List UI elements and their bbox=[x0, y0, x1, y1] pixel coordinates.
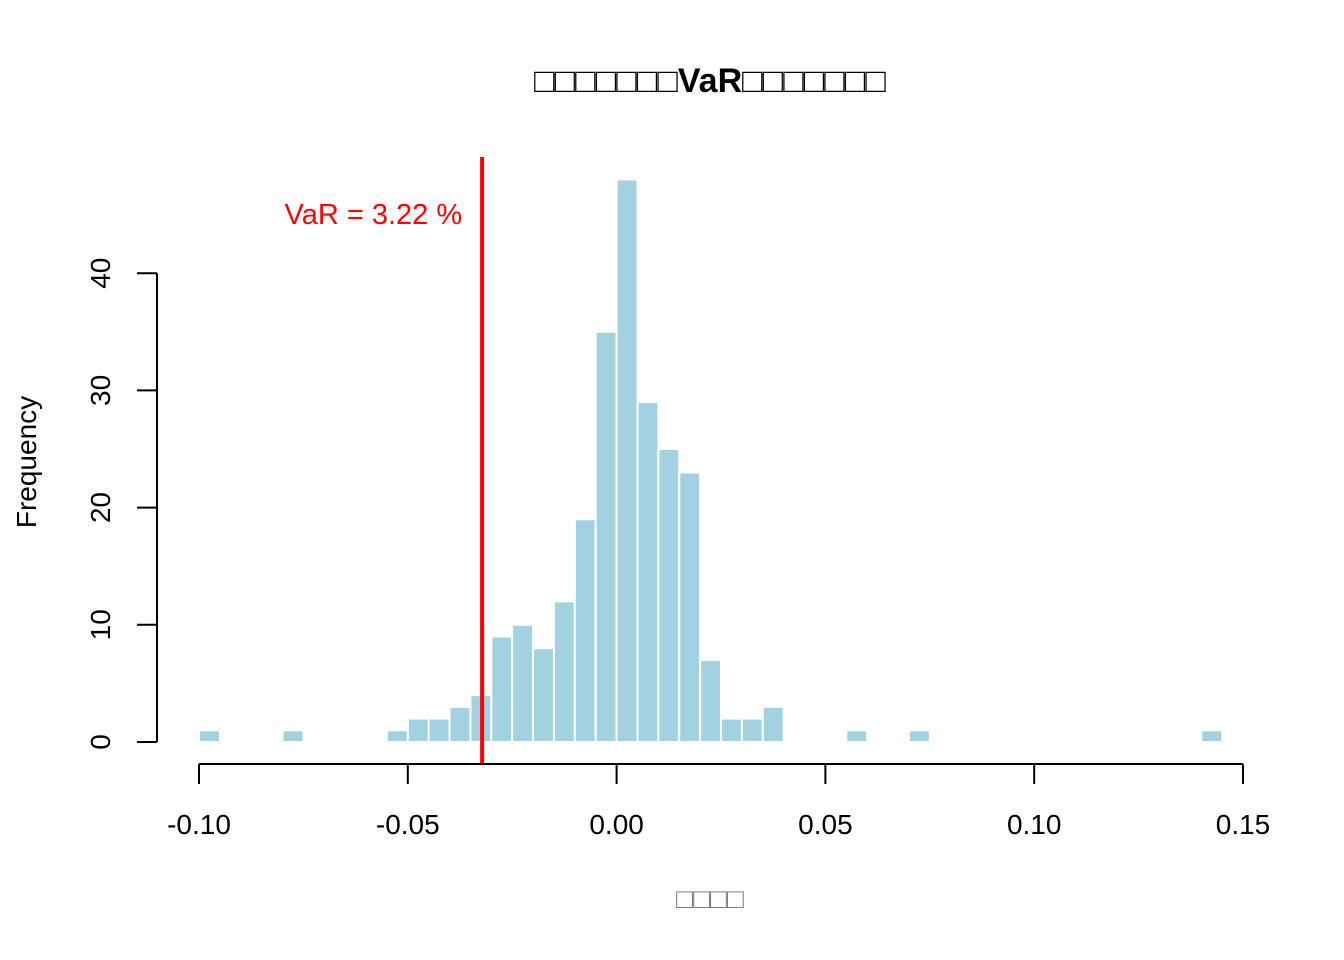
y-tick-label-4: 40 bbox=[85, 258, 116, 289]
histogram-bar-14 bbox=[636, 401, 660, 743]
x-tick-label-5: 0.15 bbox=[1216, 809, 1271, 840]
y-axis: 0 10 20 30 40 bbox=[85, 258, 158, 750]
histogram-bar-3 bbox=[406, 717, 430, 743]
histogram-bar-18 bbox=[720, 717, 743, 743]
x-tick-label-1: -0.05 bbox=[376, 809, 440, 840]
histogram-bar-12 bbox=[594, 330, 618, 743]
y-tick-label-3: 30 bbox=[85, 375, 116, 406]
histogram-bar-23 bbox=[1200, 729, 1224, 744]
y-tick-label-2: 20 bbox=[85, 492, 116, 523]
histogram-bar-21 bbox=[845, 729, 869, 744]
y-axis-label: Frequency bbox=[11, 396, 42, 528]
histogram-bar-11 bbox=[573, 518, 597, 743]
x-tick-label-2: 0.00 bbox=[589, 809, 644, 840]
histogram-bar-17 bbox=[699, 658, 722, 744]
histogram-bar-16 bbox=[678, 471, 702, 743]
histogram-bar-7 bbox=[490, 635, 514, 744]
histogram-bar-9 bbox=[532, 647, 555, 743]
x-tick-label-3: 0.05 bbox=[798, 809, 853, 840]
histogram-bar-0 bbox=[198, 729, 221, 744]
histogram-bar-22 bbox=[907, 729, 931, 744]
histogram-bar-5 bbox=[448, 705, 472, 744]
histogram-bar-1 bbox=[281, 729, 305, 744]
histogram-bar-10 bbox=[552, 600, 576, 743]
var-label: VaR = 3.22 % bbox=[285, 199, 463, 231]
histogram-bar-8 bbox=[511, 623, 535, 743]
x-tick-label-4: 0.10 bbox=[1007, 809, 1062, 840]
histogram-bar-4 bbox=[427, 717, 451, 743]
histogram-bar-20 bbox=[761, 705, 785, 744]
x-axis-label: □□□□ bbox=[676, 883, 744, 914]
chart-title: □□□□□□□VaR□□□□□□□ bbox=[534, 62, 886, 100]
histogram-bar-13 bbox=[615, 178, 639, 743]
histogram-bar-19 bbox=[740, 717, 764, 743]
y-tick-label-1: 10 bbox=[85, 609, 116, 640]
x-axis: -0.10 -0.05 0.00 0.05 0.10 0.15 bbox=[167, 763, 1271, 840]
histogram-bar-15 bbox=[657, 448, 681, 743]
y-tick-label-0: 0 bbox=[85, 734, 116, 750]
bars-group bbox=[198, 178, 1224, 744]
histogram-bar-2 bbox=[385, 729, 409, 744]
x-tick-label-0: -0.10 bbox=[167, 809, 231, 840]
